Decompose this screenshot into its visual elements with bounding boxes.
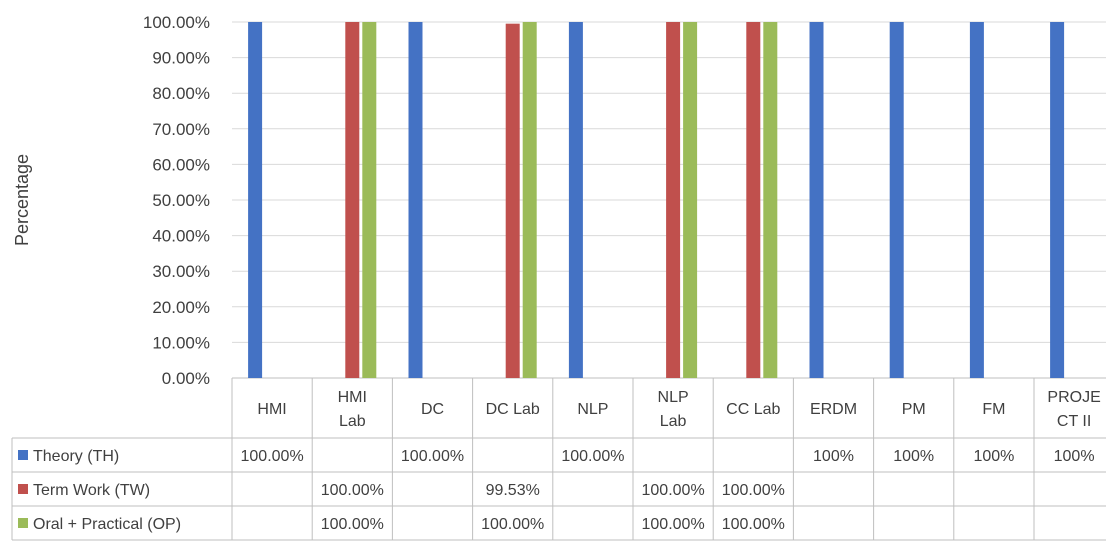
bar	[889, 22, 904, 378]
table-cell-value: 100.00%	[241, 448, 304, 465]
category-label: CC Lab	[726, 401, 780, 418]
legend-label: Term Work (TW)	[33, 482, 150, 499]
table-cell-value: 100%	[893, 448, 934, 465]
y-axis-tick-labels: 0.00% 10.00% 20.00% 30.00% 40.00% 50.00% 60.00…	[143, 13, 210, 388]
y-tick-label: 60.00%	[152, 155, 210, 174]
table-cell-value: 100.00%	[401, 448, 464, 465]
bar	[746, 22, 761, 378]
table-cell-value: 99.53%	[486, 482, 540, 499]
y-tick-label: 100.00%	[143, 13, 210, 32]
category-label: DC Lab	[486, 401, 540, 418]
table-cell-value: 100.00%	[722, 482, 785, 499]
table-cell-value: 100.00%	[481, 516, 544, 533]
bar	[362, 22, 377, 378]
y-tick-label: 0.00%	[162, 369, 210, 388]
category-label: Lab	[660, 413, 687, 430]
category-label: ERDM	[810, 401, 857, 418]
category-label: Lab	[339, 413, 366, 430]
legend-label: Oral + Practical (OP)	[33, 516, 181, 533]
bar	[763, 22, 778, 378]
y-tick-label: 10.00%	[152, 333, 210, 352]
bar	[809, 22, 824, 378]
legend-swatch	[18, 518, 28, 528]
category-label: PM	[902, 401, 926, 418]
bar	[969, 22, 984, 378]
category-label: FM	[982, 401, 1005, 418]
bar	[505, 23, 520, 379]
category-label: HMI	[338, 389, 367, 406]
y-tick-label: 50.00%	[152, 191, 210, 210]
bars	[248, 22, 1065, 379]
category-label: DC	[421, 401, 444, 418]
table-cell-value: 100%	[813, 448, 854, 465]
y-tick-label: 70.00%	[152, 120, 210, 139]
bar	[568, 22, 583, 378]
bar	[683, 22, 698, 378]
category-label: HMI	[257, 401, 286, 418]
table-cell-value: 100.00%	[321, 482, 384, 499]
y-tick-label: 80.00%	[152, 84, 210, 103]
y-tick-label: 40.00%	[152, 227, 210, 246]
table-cell-value: 100%	[1054, 448, 1095, 465]
table-cell-value: 100.00%	[321, 516, 384, 533]
bar	[666, 22, 681, 378]
bar	[522, 22, 537, 378]
category-label: PROJE	[1047, 389, 1100, 406]
y-tick-label: 20.00%	[152, 298, 210, 317]
y-axis-label: Percentage	[12, 154, 32, 246]
legend-swatch	[18, 484, 28, 494]
bar	[345, 22, 360, 378]
table-cell-value: 100%	[973, 448, 1014, 465]
data-table: HMI HMI Lab DC DC Lab NLP NLP Lab CC Lab ERDM PM FM…	[11, 378, 1106, 541]
y-tick-label: 30.00%	[152, 262, 210, 281]
table-cell-value: 100.00%	[642, 482, 705, 499]
y-tick-label: 90.00%	[152, 49, 210, 68]
category-label: NLP	[577, 401, 608, 418]
bar	[1050, 22, 1065, 378]
legend-swatch	[18, 450, 28, 460]
bar	[408, 22, 423, 378]
table-cell-value: 100.00%	[722, 516, 785, 533]
category-label: NLP	[658, 389, 689, 406]
table-cell-value: 100.00%	[642, 516, 705, 533]
bar	[248, 22, 263, 378]
table-cell-value: 100.00%	[561, 448, 624, 465]
category-label: CT II	[1057, 413, 1091, 430]
legend-label: Theory (TH)	[33, 448, 119, 465]
